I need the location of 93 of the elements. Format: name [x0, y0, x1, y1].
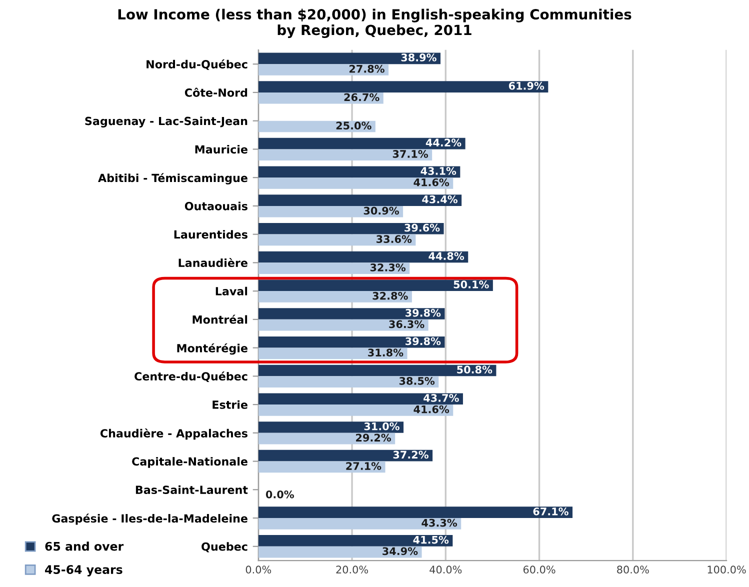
data-label: 61.9%	[508, 82, 544, 90]
y-tick-label: Mauricie	[195, 144, 248, 154]
data-label: 39.6%	[404, 224, 440, 232]
bar	[258, 336, 445, 348]
y-tick-label: Montréal	[192, 314, 248, 324]
y-tick-label: Gaspésie - Iles-de-la-Madeleine	[52, 514, 248, 525]
bar	[258, 308, 445, 320]
bar	[258, 234, 416, 246]
y-tick-label: Nord-du-Québec	[146, 59, 248, 70]
y-tick-label: Capitale-Nationale	[132, 457, 248, 468]
data-label: 31.0%	[364, 422, 400, 430]
data-label: 44.8%	[428, 252, 464, 260]
legend-label: 65 and over	[45, 542, 124, 551]
legend-label: 45-64 years	[45, 565, 122, 576]
data-label: 30.9%	[364, 206, 399, 215]
data-label: 27.8%	[349, 64, 384, 73]
bar	[258, 222, 444, 234]
y-tick-label: Chaudière - Appalaches	[100, 428, 248, 440]
y-tick-label: Saguenay - Lac-Saint-Jean	[85, 116, 248, 128]
y-tick-label: Laurentides	[174, 230, 248, 239]
bar	[258, 138, 466, 150]
bar	[258, 422, 404, 433]
data-label: 50.1%	[454, 280, 489, 288]
y-tick-label: Outaouais	[184, 202, 248, 210]
data-label: 34.9%	[382, 547, 418, 556]
data-label: 39.8%	[406, 308, 441, 317]
data-label: 37.2%	[393, 450, 428, 459]
data-label: 31.8%	[368, 348, 404, 356]
y-tick-label: Estrie	[212, 400, 248, 409]
data-label: 26.7%	[344, 93, 380, 102]
data-label: 32.8%	[372, 292, 408, 300]
data-label: 43.7%	[424, 394, 459, 402]
bar	[258, 461, 386, 473]
data-label: 44.2%	[426, 138, 462, 147]
bar	[258, 432, 396, 444]
chart-title: Low Income (less than $20,000) in English-speaking Communities by Region, Quebec, 2011	[118, 8, 632, 38]
bar	[258, 393, 463, 405]
bar	[258, 535, 453, 546]
data-label: 27.1%	[346, 462, 382, 470]
data-label: 39.8%	[406, 337, 441, 346]
bar	[258, 404, 454, 416]
bar	[258, 506, 573, 518]
bar	[258, 81, 548, 92]
x-tick-label: 0.0%	[246, 566, 272, 574]
x-tick-label: 80.0%	[617, 566, 649, 574]
bar	[258, 450, 433, 462]
y-tick-label: Bas-Saint-Laurent	[136, 485, 248, 494]
data-label: 36.3%	[389, 320, 424, 328]
data-label: 41.5%	[413, 536, 449, 544]
data-label: 0.0%	[266, 490, 294, 498]
bar	[258, 149, 432, 161]
bar	[258, 194, 462, 206]
y-tick-label: Abitibi - Témiscamingue	[98, 173, 248, 184]
bar	[258, 518, 462, 530]
bar	[258, 52, 441, 64]
data-label: 33.6%	[376, 235, 412, 244]
data-label: 38.9%	[401, 54, 436, 62]
bar	[258, 291, 412, 302]
data-label: 43.1%	[420, 167, 456, 175]
x-tick-label: 40.0%	[430, 566, 462, 574]
y-tick-label: Centre-du-Québec	[134, 372, 248, 382]
data-label: 38.5%	[399, 376, 435, 385]
data-label: 25.0%	[336, 122, 372, 130]
data-label: 29.2%	[356, 434, 392, 442]
bar	[258, 376, 439, 388]
x-tick-label: 20.0%	[336, 566, 368, 574]
bar	[258, 64, 389, 76]
y-tick-label: Laval	[216, 286, 248, 296]
bar	[258, 251, 468, 263]
bar	[258, 92, 384, 104]
bar	[258, 348, 408, 360]
data-label: 50.8%	[457, 366, 492, 374]
y-tick-label: Lanaudière	[178, 258, 248, 268]
data-label: 43.3%	[422, 518, 458, 527]
bar	[258, 319, 428, 331]
bar	[258, 262, 410, 274]
data-label: 67.1%	[533, 507, 568, 516]
bar	[258, 166, 460, 178]
x-tick-label: 60.0%	[523, 566, 556, 574]
x-tick-label: 100.0%	[708, 566, 746, 574]
bar	[258, 546, 422, 558]
data-label: 41.6%	[414, 178, 450, 186]
data-label: 43.4%	[422, 195, 458, 204]
data-label: 41.6%	[414, 405, 450, 414]
bar	[258, 280, 493, 292]
y-tick-label: Quebec	[202, 542, 248, 552]
data-label: 37.1%	[392, 150, 428, 158]
bar	[258, 178, 454, 189]
bar	[258, 206, 404, 218]
data-label: 32.3%	[370, 264, 406, 272]
bar	[258, 364, 496, 376]
y-tick-label: Montérégie	[177, 343, 248, 355]
y-tick-label: Côte-Nord	[184, 88, 248, 97]
